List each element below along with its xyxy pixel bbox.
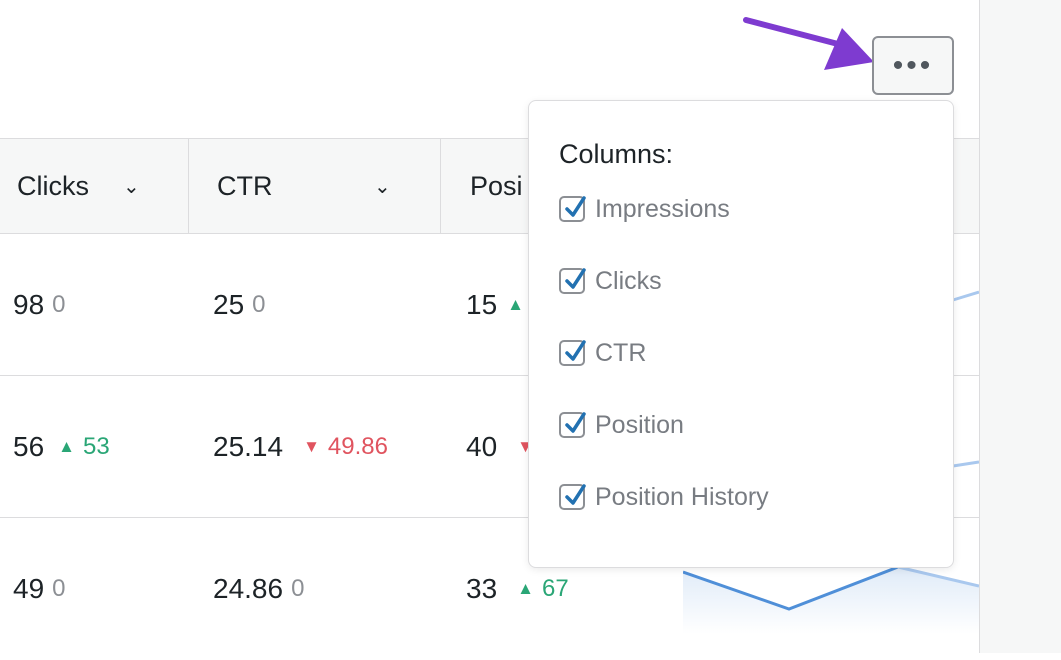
column-toggle-impressions[interactable]: Impressions	[559, 192, 730, 226]
column-toggle-label: Impressions	[595, 194, 730, 223]
checkbox[interactable]	[559, 484, 586, 510]
position-delta: ▲	[507, 291, 532, 319]
chevron-down-icon[interactable]: ⌄	[374, 176, 391, 198]
triangle-up-icon: ▲	[517, 578, 534, 598]
position-delta: ▲ 67	[517, 574, 569, 602]
ellipsis-icon: •••	[892, 48, 934, 82]
table-row: 49 0 24.86 0 33 ▲ 67	[0, 518, 979, 660]
triangle-up-icon: ▲	[58, 436, 75, 456]
column-header-label: Clicks	[17, 170, 89, 201]
ctr-value: 25.14	[213, 430, 284, 462]
column-divider	[440, 139, 441, 233]
column-divider	[188, 139, 189, 233]
column-toggle-position-history[interactable]: Position History	[559, 480, 769, 514]
clicks-cell: 56 ▲ 53	[13, 376, 110, 517]
triangle-down-icon: ▼	[303, 436, 320, 456]
position-history-sparklines	[683, 290, 979, 634]
sparkline-row-2	[952, 460, 979, 468]
column-header-label: Posi	[470, 170, 523, 201]
column-toggle-label: CTR	[595, 338, 647, 367]
triangle-up-icon: ▲	[507, 294, 524, 314]
ctr-value: 24.86	[213, 572, 284, 604]
column-header-label: CTR	[217, 170, 273, 201]
column-toggle-label: Position History	[595, 482, 769, 511]
position-value: 33	[466, 572, 498, 604]
chevron-down-icon[interactable]: ⌄	[123, 176, 140, 198]
table-row: 98 0 25 0 15 ▲	[0, 234, 979, 376]
clicks-cell: 49 0	[13, 518, 66, 659]
checkmark-icon	[565, 340, 586, 361]
position-cell: 33 ▲ 67	[466, 518, 569, 659]
column-toggle-position[interactable]: Position	[559, 408, 684, 442]
annotation-arrow-icon	[743, 17, 874, 70]
sparkline-row-3-fill	[683, 567, 979, 634]
column-toggle-label: Clicks	[595, 266, 662, 295]
clicks-delta: ▲ 53	[58, 432, 110, 460]
clicks-cell: 98 0	[13, 234, 66, 375]
position-cell: 15 ▲	[466, 234, 532, 375]
clicks-value: 49	[13, 572, 45, 604]
column-header-ctr[interactable]: CTR ⌄	[217, 139, 439, 233]
sparkline-row-1	[952, 290, 979, 302]
clicks-value: 56	[13, 430, 45, 462]
column-header-position[interactable]: Posi	[470, 139, 670, 233]
clicks-delta: 0	[52, 574, 66, 602]
ctr-delta: 0	[252, 290, 266, 318]
column-toggle-ctr[interactable]: CTR	[559, 336, 646, 370]
clicks-value: 98	[13, 288, 45, 320]
sparkline-row-3	[683, 565, 899, 611]
checkmark-icon	[565, 412, 586, 433]
ctr-delta: ▼ 49.86	[303, 432, 388, 460]
ctr-cell: 25 0	[213, 234, 266, 375]
columns-dropdown: Columns: Impressions Clicks CTR Position…	[528, 100, 954, 568]
sparkline-row-3-tail	[897, 565, 979, 588]
checkmark-icon	[565, 484, 586, 505]
ctr-cell: 25.14 ▼ 49.86	[213, 376, 388, 517]
ctr-value: 25	[213, 288, 245, 320]
position-value: 15	[466, 288, 498, 320]
position-value: 40	[466, 430, 498, 462]
checkbox[interactable]	[559, 412, 586, 438]
more-options-button[interactable]: •••	[872, 36, 954, 95]
checkbox[interactable]	[559, 196, 586, 222]
clicks-delta: 0	[52, 290, 66, 318]
columns-menu-title: Columns:	[559, 139, 674, 169]
ctr-cell: 24.86 0	[213, 518, 304, 659]
right-gutter	[979, 0, 1061, 653]
column-toggle-clicks[interactable]: Clicks	[559, 264, 662, 298]
ctr-delta: 0	[291, 574, 305, 602]
checkmark-icon	[565, 268, 586, 289]
checkbox[interactable]	[559, 340, 586, 366]
checkbox[interactable]	[559, 268, 586, 294]
column-toggle-label: Position	[595, 410, 684, 439]
checkmark-icon	[565, 196, 586, 217]
column-header-clicks[interactable]: Clicks ⌄	[17, 139, 187, 233]
